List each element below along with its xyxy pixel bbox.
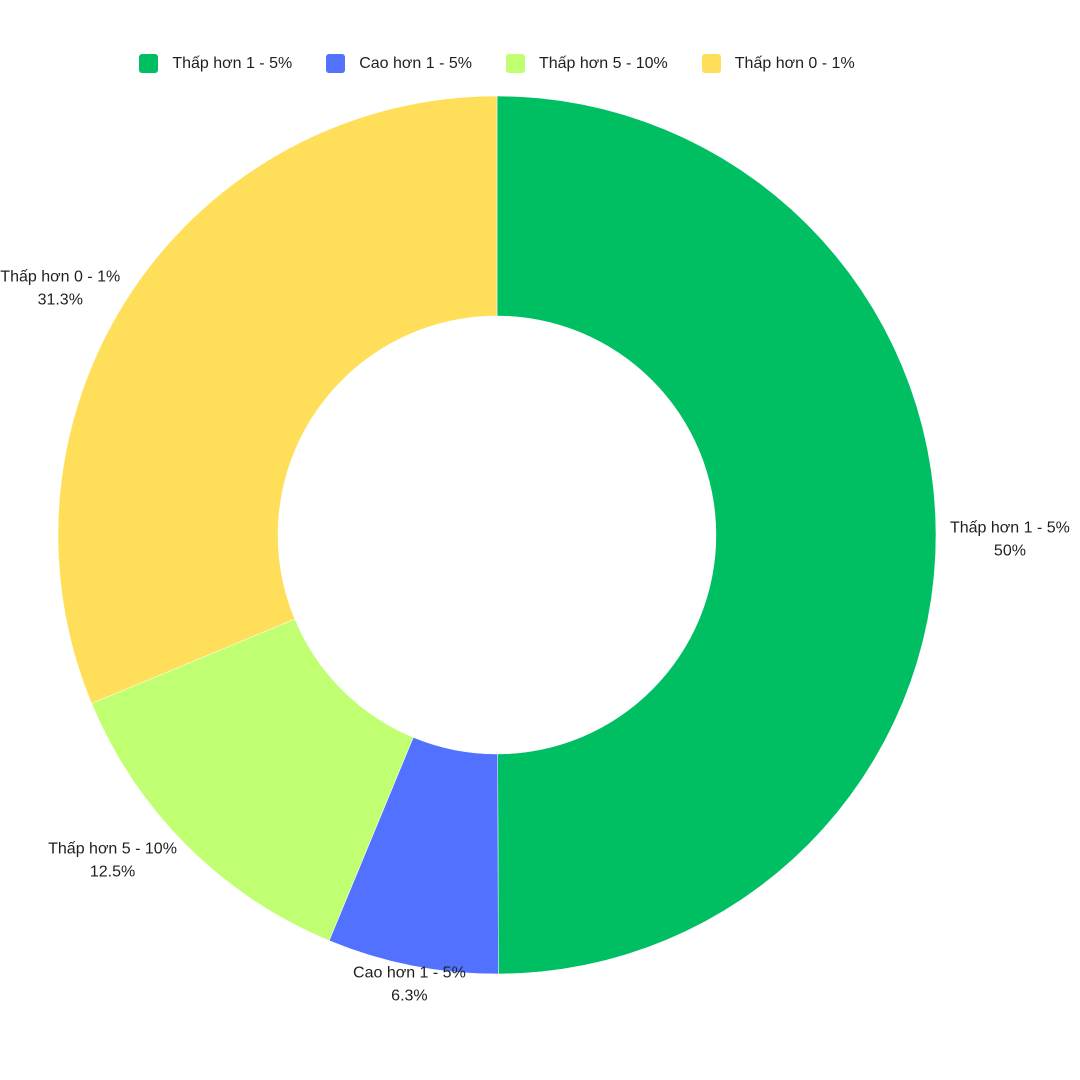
slice-label-name: Thấp hơn 5 - 10% bbox=[48, 841, 177, 858]
legend-item-thap-hon-0-1[interactable]: Thấp hơn 0 - 1% bbox=[701, 54, 855, 73]
legend-swatch bbox=[505, 54, 525, 73]
slice-label-value: 12.5% bbox=[90, 864, 135, 881]
slice-label-name: Thấp hơn 0 - 1% bbox=[0, 269, 120, 286]
slice-thap-hon-0-1[interactable] bbox=[57, 95, 498, 704]
slice-label-group: Thấp hơn 0 - 1% 31.3% bbox=[0, 269, 120, 309]
slice-label-group: Thấp hơn 1 - 5% 50% bbox=[950, 519, 1070, 559]
legend-swatch bbox=[701, 54, 721, 73]
legend: Thấp hơn 1 - 5% Cao hơn 1 - 5% Thấp hơn … bbox=[0, 54, 994, 73]
legend-swatch bbox=[139, 54, 159, 73]
slice-label-group: Thấp hơn 5 - 10% 12.5% bbox=[48, 841, 177, 881]
legend-label: Thấp hơn 1 - 5% bbox=[172, 54, 293, 72]
slice-label-group: Cao hơn 1 - 5% 6.3% bbox=[353, 964, 466, 1004]
slice-label-value: 50% bbox=[994, 542, 1026, 559]
legend-swatch bbox=[326, 54, 346, 73]
slice-thap-hon-5-10[interactable] bbox=[91, 618, 414, 941]
legend-item-thap-hon-5-10[interactable]: Thấp hơn 5 - 10% bbox=[505, 54, 668, 73]
legend-label: Thấp hơn 0 - 1% bbox=[734, 54, 855, 72]
slice-thap-hon-1-5[interactable] bbox=[496, 95, 937, 975]
legend-item-thap-hon-1-5[interactable]: Thấp hơn 1 - 5% bbox=[139, 54, 292, 73]
legend-item-cao-hon-1-5[interactable]: Cao hơn 1 - 5% bbox=[326, 54, 472, 73]
legend-label: Thấp hơn 5 - 10% bbox=[538, 54, 668, 72]
slice-label-value: 31.3% bbox=[38, 292, 83, 309]
slice-label-name: Thấp hơn 1 - 5% bbox=[950, 519, 1070, 536]
slice-label-name: Cao hơn 1 - 5% bbox=[353, 964, 466, 981]
legend-label: Cao hơn 1 - 5% bbox=[359, 54, 472, 72]
slice-label-value: 6.3% bbox=[391, 987, 427, 1004]
